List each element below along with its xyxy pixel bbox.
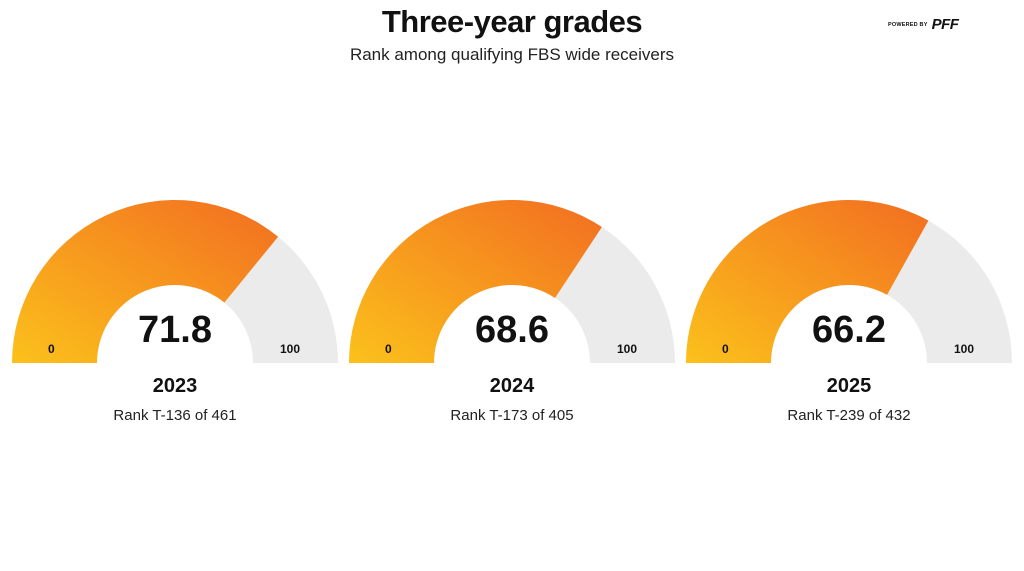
- gauge-max-label: 100: [617, 342, 638, 356]
- gauge-min-label: 0: [385, 342, 392, 356]
- gauge-value: 66.2: [812, 309, 886, 351]
- gauge-min-label: 0: [722, 342, 729, 356]
- gauge-value: 71.8: [138, 309, 212, 351]
- gauge-fill: [686, 200, 929, 363]
- gauge-year: 2024: [489, 375, 535, 397]
- gauge-rank: Rank T-136 of 461: [113, 407, 237, 424]
- gauge-fill: [12, 200, 279, 363]
- gauge-rank: Rank T-239 of 432: [787, 407, 911, 424]
- gauge-track: [224, 236, 338, 363]
- chart-title: Three-year grades: [381, 4, 643, 39]
- gauge-svg: [349, 200, 675, 363]
- gauge-2023: 71.8 0 100 2023 Rank T-136 of 461: [12, 200, 338, 430]
- pff-logo: POWERED BY PFF: [888, 17, 992, 33]
- gauge-year: 2025: [826, 375, 872, 397]
- gauge-2024: 68.6 0 100 2024 Rank T-173 of 405: [349, 200, 675, 430]
- gauge-svg: [686, 200, 1012, 363]
- chart-subtitle: Rank among qualifying FBS wide receivers: [349, 45, 675, 64]
- gauge-max-label: 100: [280, 342, 301, 356]
- gauge-track: [555, 227, 675, 363]
- gauge-min-label: 0: [48, 342, 55, 356]
- gauge-fill: [349, 200, 602, 363]
- gauge-max-label: 100: [954, 342, 975, 356]
- gauge-2025: 66.2 0 100 2025 Rank T-239 of 432: [686, 200, 1012, 430]
- gauge-year: 2023: [152, 375, 198, 397]
- logo-pff: PFF: [931, 16, 959, 33]
- gauge-value: 68.6: [475, 309, 549, 351]
- gauge-svg: [12, 200, 338, 363]
- logo-powered-by: POWERED BY: [888, 22, 928, 28]
- gauge-track: [887, 220, 1012, 363]
- gauge-rank: Rank T-173 of 405: [450, 407, 574, 424]
